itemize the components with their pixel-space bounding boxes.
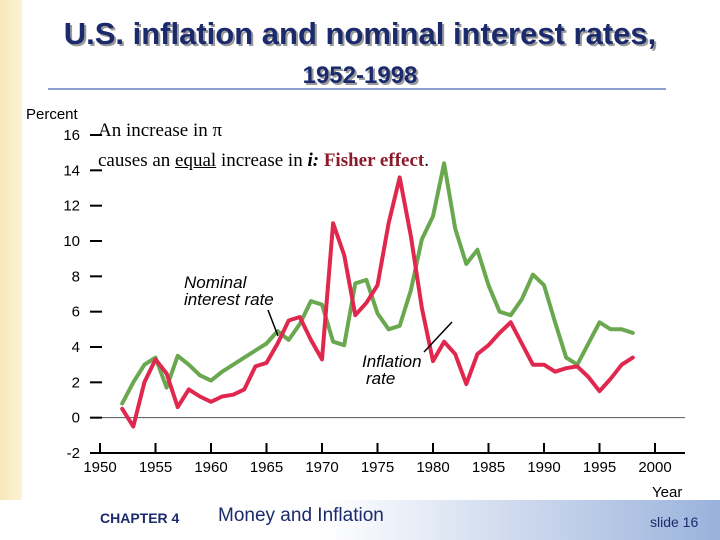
x-tick-label: 1995 (583, 459, 616, 476)
title-divider (48, 88, 666, 90)
left-decorative-bar (0, 0, 22, 540)
nominal-interest-rate-line (120, 161, 635, 406)
y-axis-label: Percent (26, 106, 78, 123)
caption-line-2: causes an equal increase in i: Fisher ef… (98, 150, 429, 172)
nominal-leader-line (267, 309, 279, 337)
caption-period: . (424, 150, 429, 171)
x-tick-label: 2000 (638, 459, 671, 476)
y-tick-label: 12 (63, 198, 80, 215)
x-axis-label: Year (652, 484, 683, 501)
x-tick-label: 1975 (361, 459, 394, 476)
y-tick-label: 14 (63, 162, 80, 179)
nominal-annotation: Nominal interest rate (184, 274, 274, 308)
footer-slide-number: slide 16 (650, 514, 699, 530)
caption-i: i: (307, 150, 320, 171)
inflation-leader-line (423, 321, 453, 353)
x-tick-label: 1980 (416, 459, 449, 476)
x-tick-label: 1960 (194, 459, 227, 476)
x-tick-label: 1955 (139, 459, 172, 476)
y-tick-label: 16 (63, 127, 80, 144)
y-tick-label: 2 (72, 374, 80, 391)
slide-title: U.S. inflation and nominal interest rate… (0, 0, 720, 100)
footer-bar (0, 500, 720, 540)
caption-line-2-a: causes an (98, 150, 171, 171)
inflation-annotation: Inflation rate (362, 353, 422, 387)
pi-symbol: π (212, 120, 223, 141)
x-tick-label: 1950 (83, 459, 116, 476)
caption-line-1-text: An increase in (98, 120, 208, 141)
x-tick-label: 1985 (472, 459, 505, 476)
nominal-annotation-line-1: Nominal (184, 273, 247, 292)
y-tick-label: 6 (72, 304, 80, 321)
x-tick-label: 1990 (527, 459, 560, 476)
y-tick-label: 4 (72, 339, 80, 356)
caption-equal: equal (175, 150, 217, 171)
x-tick-label: 1965 (250, 459, 283, 476)
caption-line-2-b: increase in (220, 150, 303, 171)
title-line-2: 1952-1998 (302, 62, 418, 89)
fisher-effect-label: Fisher effect (323, 150, 425, 171)
y-tick-label: 10 (63, 233, 80, 250)
inflation-rate-line (120, 175, 635, 429)
x-tick-label: 1970 (305, 459, 338, 476)
nominal-annotation-line-2: interest rate (184, 290, 274, 309)
y-tick-label: 0 (72, 410, 80, 427)
inflation-annotation-line-1: Inflation (362, 352, 422, 371)
footer-chapter: CHAPTER 4 (100, 510, 180, 526)
footer-topic: Money and Inflation (218, 505, 384, 526)
inflation-annotation-line-2: rate (366, 369, 396, 388)
y-tick-label: -2 (67, 445, 80, 462)
y-tick-label: 8 (72, 268, 80, 285)
caption-line-1: An increase in π (98, 120, 222, 142)
title-line-1: U.S. inflation and nominal interest rate… (63, 16, 657, 51)
